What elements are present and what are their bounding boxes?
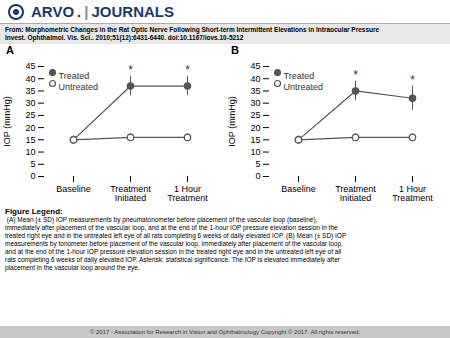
html-text:From: Morphometric Changes in: From: Morphometric Changes in the Rat Op… [5,26,380,41]
svg-text:10: 10 [250,147,260,157]
svg-text:IOP (mmHg): IOP (mmHg) [227,96,237,146]
svg-text:20: 20 [25,122,35,132]
svg-text:IOP (mmHg): IOP (mmHg) [2,96,12,146]
svg-text:25: 25 [250,110,260,120]
svg-text:TreatmentInitiated: TreatmentInitiated [335,184,376,203]
html-text:A: A [6,44,14,56]
svg-text:15: 15 [25,135,35,145]
svg-text:*: * [185,63,190,77]
svg-text:*: * [353,68,358,82]
svg-text:1 HourTreatment: 1 HourTreatment [392,184,433,203]
html-text:Figure Legend:: Figure Legend: [5,207,63,216]
svg-text:Baseline: Baseline [56,184,91,194]
svg-text:30: 30 [250,98,260,108]
svg-text:TreatmentInitiated: TreatmentInitiated [110,184,151,203]
svg-text:25: 25 [25,110,35,120]
svg-text:35: 35 [250,86,260,96]
svg-text:Treated: Treated [284,71,315,81]
svg-text:Untreated: Untreated [59,82,99,92]
svg-text:10: 10 [25,147,35,157]
svg-text:35: 35 [25,86,35,96]
svg-text:5: 5 [30,159,35,169]
svg-text:*: * [128,63,133,77]
svg-text:45: 45 [25,61,35,71]
svg-text:Untreated: Untreated [284,82,324,92]
svg-text:1 HourTreatment: 1 HourTreatment [167,184,208,203]
svg-text:40: 40 [25,74,35,84]
svg-text:*: * [410,73,415,87]
svg-text:Treated: Treated [59,71,90,81]
svg-text:30: 30 [25,98,35,108]
svg-text:40: 40 [250,74,260,84]
html-text:(A) Mean (± SD) IOP measuremen: (A) Mean (± SD) IOP measurements by pneu… [5,216,347,271]
svg-text:0: 0 [255,171,260,181]
svg-text:5: 5 [255,159,260,169]
svg-text:45: 45 [250,61,260,71]
svg-text:0: 0 [30,171,35,181]
html-text:© 2017 - Association for Resea: © 2017 - Association for Research in Vis… [89,329,361,335]
svg-text:20: 20 [250,122,260,132]
html-text:B: B [231,44,239,56]
svg-text:Baseline: Baseline [281,184,316,194]
svg-text:15: 15 [250,135,260,145]
html-text:ARVO. | JOURNALS: ARVO. | JOURNALS [31,3,174,20]
